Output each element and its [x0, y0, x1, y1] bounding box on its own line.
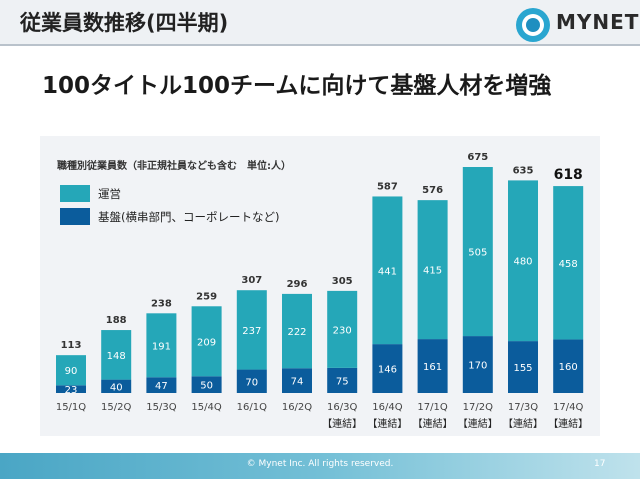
bar-total-label: 635 — [513, 165, 534, 176]
bar-label-operations: 222 — [287, 327, 306, 338]
bar-total-label: 238 — [151, 298, 172, 309]
bar-segment-operations — [56, 355, 86, 386]
bar-segment-operations — [191, 306, 222, 377]
legend-label-base: 基盤(横串部門、コーポレートなど) — [98, 209, 280, 224]
logo-text: MYNET — [556, 10, 640, 34]
legend-swatch-base — [60, 208, 90, 225]
legend-item-operations: 運営 — [60, 185, 121, 202]
bar-label-base: 160 — [559, 362, 578, 373]
bar-segment-base — [372, 344, 403, 393]
bar-segment-base — [146, 377, 177, 393]
x-tick-note: 【連結】 — [367, 417, 407, 430]
stacked-bar-chart: 23 90 113 15/1Q 40 148 188 15/2Q 47 191 238 15/3Q 50… — [56, 152, 588, 430]
bar-total-label: 576 — [422, 185, 443, 196]
bar-segment-operations — [282, 293, 312, 369]
legend-item-base: 基盤(横串部門、コーポレートなど) — [60, 208, 279, 225]
bar-label-base: 40 — [110, 382, 123, 393]
x-tick-label: 17/3Q — [508, 402, 538, 413]
bar-segment-operations — [101, 330, 132, 380]
bar-total-label: 618 — [554, 167, 583, 183]
x-tick-label: 17/4Q — [553, 402, 583, 413]
chart-panel — [40, 136, 600, 436]
legend-label-operations: 運営 — [98, 186, 121, 201]
x-tick-label: 15/2Q — [101, 402, 131, 413]
bar-label-base: 170 — [468, 361, 487, 372]
bar-segment-base — [191, 376, 222, 393]
x-tick-note: 【連結】 — [503, 417, 543, 430]
bar-label-base: 146 — [378, 365, 397, 376]
chart-subtitle: 職種別従業員数（非正規社員なども含む 単位:人） — [57, 161, 291, 172]
bar-label-operations: 458 — [559, 259, 578, 270]
bar-segment-base — [56, 385, 86, 393]
bar-label-base: 75 — [336, 376, 349, 387]
bar-label-base: 155 — [513, 363, 532, 374]
bar-total-label: 305 — [332, 276, 353, 287]
page-title: 従業員数推移(四半期) — [20, 11, 229, 35]
bar-segment-operations — [508, 180, 538, 342]
x-tick-note: 【連結】 — [548, 417, 588, 430]
bar-segment-base — [462, 336, 493, 393]
bar-segment-operations — [236, 290, 267, 370]
bar-segment-base — [417, 339, 448, 393]
copyright-text: © Mynet Inc. All rights reserved. — [246, 459, 394, 469]
bar-label-base: 50 — [200, 381, 213, 392]
header-bar: 従業員数推移(四半期) MYNET — [0, 0, 640, 44]
bar-label-base: 74 — [291, 377, 304, 388]
bar-label-operations: 441 — [378, 266, 397, 277]
bar-total-label: 188 — [106, 315, 127, 326]
bar-label-base: 47 — [155, 381, 168, 392]
page-number: 17 — [594, 459, 606, 469]
bar-label-operations: 230 — [333, 325, 352, 336]
bar-segment-operations — [146, 313, 177, 378]
header-divider — [0, 44, 640, 46]
legend-swatch-operations — [60, 185, 90, 202]
bar-total-label: 675 — [467, 152, 488, 163]
bar-segment-base — [236, 369, 267, 393]
bar-label-base: 70 — [245, 377, 258, 388]
bar-segment-operations — [327, 290, 358, 368]
bar-label-base: 161 — [423, 362, 442, 373]
bar-segment-base — [101, 379, 132, 393]
bar-label-base: 23 — [65, 385, 78, 396]
x-tick-label: 15/1Q — [56, 402, 86, 413]
bar-segment-base — [327, 367, 358, 393]
x-tick-note: 【連結】 — [413, 417, 453, 430]
x-tick-note: 【連結】 — [322, 417, 362, 430]
x-tick-label: 15/3Q — [146, 402, 176, 413]
bar-label-operations: 480 — [513, 257, 532, 268]
bar-segment-operations — [462, 167, 493, 337]
bar-label-operations: 209 — [197, 337, 216, 348]
bar-total-label: 587 — [377, 181, 398, 192]
bar-segment-base — [553, 339, 584, 393]
bar-total-label: 296 — [287, 279, 308, 290]
bar-total-label: 259 — [196, 291, 217, 302]
bar-segment-base — [508, 341, 538, 393]
bar-segment-operations — [553, 186, 584, 340]
bar-segment-operations — [417, 200, 448, 340]
footer-bar: © Mynet Inc. All rights reserved. 17 — [0, 453, 640, 479]
x-tick-label: 16/1Q — [237, 402, 267, 413]
bar-label-operations: 237 — [242, 326, 261, 337]
bar-total-label: 307 — [241, 275, 262, 286]
x-tick-label: 17/1Q — [417, 402, 447, 413]
x-tick-label: 17/2Q — [463, 402, 493, 413]
x-tick-label: 16/4Q — [372, 402, 402, 413]
x-tick-note: 【連結】 — [458, 417, 498, 430]
bar-label-operations: 90 — [65, 366, 78, 377]
x-tick-label: 16/3Q — [327, 402, 357, 413]
bar-segment-base — [282, 368, 312, 393]
bar-label-operations: 505 — [468, 248, 487, 259]
bar-segment-operations — [372, 196, 403, 345]
bar-total-label: 113 — [61, 340, 82, 351]
x-tick-label: 16/2Q — [282, 402, 312, 413]
mynet-logo-icon — [516, 8, 550, 42]
bar-label-operations: 148 — [107, 351, 126, 362]
x-tick-label: 15/4Q — [191, 402, 221, 413]
bar-label-operations: 191 — [152, 341, 171, 352]
bar-label-operations: 415 — [423, 266, 442, 277]
headline: 100タイトル100チームに向けて基盤人材を増強 — [42, 73, 552, 99]
